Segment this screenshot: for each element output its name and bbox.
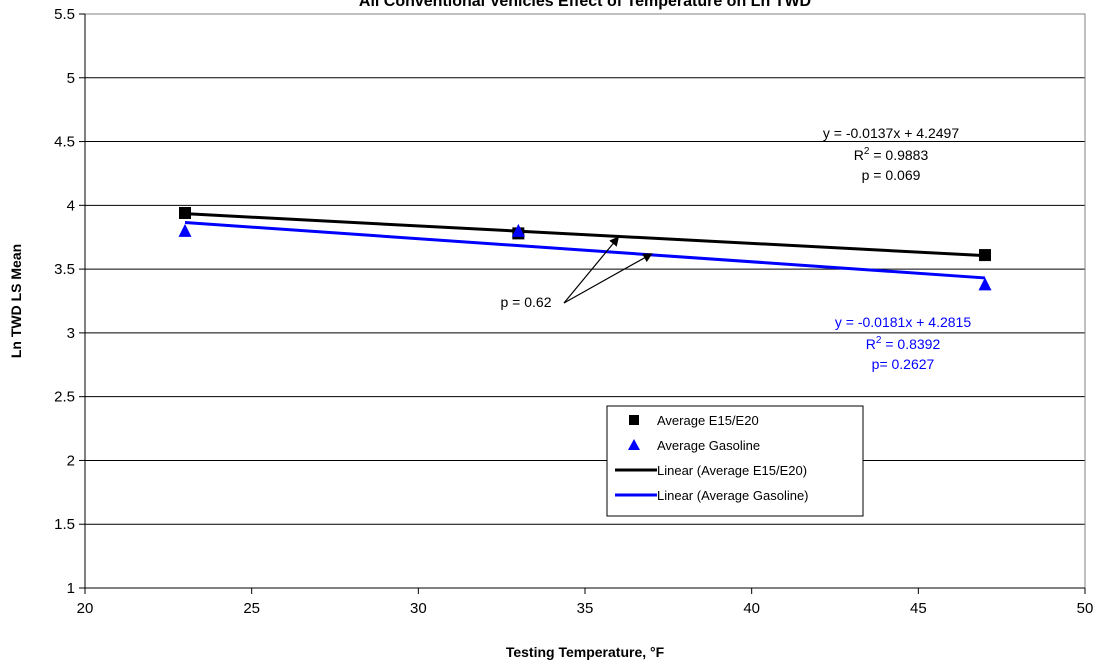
point-square (179, 206, 191, 219)
x-tick-label: 35 (577, 600, 594, 617)
point-triangle (978, 277, 992, 291)
y-tick-label: 5.5 (54, 6, 75, 23)
legend-box (606, 405, 864, 517)
x-tick-label: 40 (743, 600, 760, 617)
x-axis-title: Testing Temperature, °F (506, 644, 665, 660)
grid (85, 13, 1085, 525)
point-triangle (511, 223, 525, 237)
gasoline-r-squared: R2 = 0.8392 (866, 335, 941, 352)
arrow (563, 236, 620, 304)
y-tick-label: 1.5 (54, 516, 75, 533)
trendlines (184, 212, 986, 280)
legend-label: Average Gasoline (657, 438, 760, 453)
y-tick-label: 5 (67, 70, 75, 87)
legend-label: Linear (Average Gasoline) (657, 488, 809, 503)
axes: 1 1.5 2 2.5 3 3.5 4 4.5 5 5.5 20 25 30 35 40 45 50 (54, 6, 1093, 617)
y-tick-label: 4 (67, 197, 75, 214)
y-tick-label: 1 (67, 580, 75, 597)
y-tick-label: 3 (67, 325, 75, 342)
arrow (563, 253, 653, 304)
plot-area (84, 13, 1086, 589)
chart-title: All Conventional Vehicles Effect of Temp… (359, 0, 811, 10)
e15-equation: y = -0.0137x + 4.2497 (823, 125, 959, 141)
x-tick-label: 45 (910, 600, 927, 617)
point-triangle (178, 223, 192, 237)
legend-label: Average E15/E20 (657, 413, 759, 428)
y-tick-label: 2 (67, 452, 75, 469)
annotations: y = -0.0137x + 4.2497 R2 = 0.9883 p = 0.06… (501, 125, 972, 372)
legend-label: Linear (Average E15/E20) (657, 463, 807, 478)
point-square (979, 249, 991, 262)
x-tick-label: 25 (243, 600, 260, 617)
x-tick-label: 30 (410, 600, 427, 617)
x-tick-label: 50 (1077, 600, 1094, 617)
e15-r-squared: R2 = 0.9883 (854, 146, 929, 163)
legend-swatch-square (629, 415, 639, 425)
y-tick-label: 4.5 (54, 134, 75, 151)
legend: Average E15/E20 Average Gasoline Linear (A… (606, 405, 864, 517)
trendline (184, 212, 986, 258)
gasoline-equation: y = -0.0181x + 4.2815 (835, 314, 971, 330)
y-tick-label: 2.5 (54, 389, 75, 406)
y-tick-label: 3.5 (54, 261, 75, 278)
gasoline-p-value: p= 0.2627 (872, 356, 935, 372)
trendline (184, 221, 986, 280)
e15-p-value: p = 0.069 (862, 167, 921, 183)
x-tick-label: 20 (77, 600, 94, 617)
legend-swatch-triangle (628, 439, 640, 450)
difference-p-value: p = 0.62 (501, 294, 552, 310)
y-axis-title: Ln TWD LS Mean (8, 244, 24, 358)
data-points (178, 206, 992, 291)
